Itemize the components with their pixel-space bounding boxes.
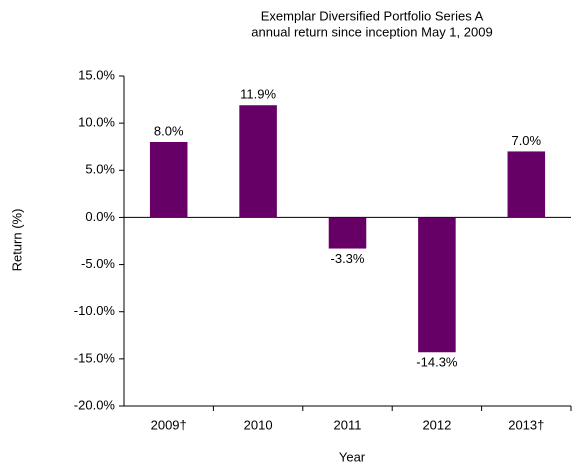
y-tick-label: -15.0% bbox=[74, 350, 116, 365]
y-tick-label: 0.0% bbox=[85, 209, 115, 224]
x-tick-label: 2009† bbox=[151, 417, 187, 432]
x-tick-label: 2012 bbox=[422, 417, 451, 432]
x-axis-label: Year bbox=[339, 449, 366, 464]
y-axis-label: Return (%) bbox=[9, 209, 24, 272]
chart-title: Exemplar Diversified Portfolio Series A bbox=[261, 8, 484, 23]
y-tick-label: -20.0% bbox=[74, 397, 116, 412]
bar bbox=[328, 217, 367, 249]
bar bbox=[507, 151, 546, 218]
value-label: 11.9% bbox=[240, 87, 276, 102]
y-tick-label: -5.0% bbox=[81, 256, 115, 271]
x-tick-label: 2010 bbox=[244, 417, 273, 432]
value-label: 8.0% bbox=[154, 123, 184, 138]
value-label: 7.0% bbox=[511, 133, 541, 148]
chart-subtitle: annual return since inception May 1, 200… bbox=[251, 24, 492, 39]
bar bbox=[239, 105, 277, 218]
bar bbox=[149, 142, 188, 218]
x-tick-label: 2013† bbox=[508, 417, 544, 432]
bar bbox=[418, 217, 456, 353]
y-tick-label: 15.0% bbox=[78, 67, 115, 82]
x-tick-label: 2011 bbox=[334, 417, 362, 432]
value-label: -3.3% bbox=[331, 251, 365, 266]
y-tick-label: -10.0% bbox=[74, 303, 116, 318]
value-label: -14.3% bbox=[416, 355, 458, 370]
y-tick-label: 5.0% bbox=[85, 162, 115, 177]
y-tick-label: 10.0% bbox=[78, 115, 115, 130]
